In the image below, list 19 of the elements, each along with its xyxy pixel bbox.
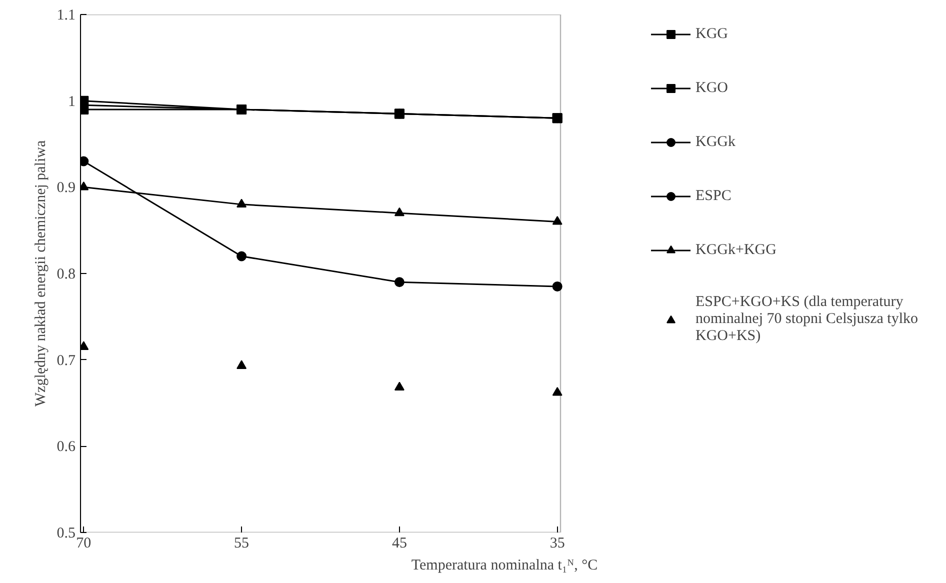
y-axis-title: Względny nakład energii chemicznej paliwa <box>32 140 49 407</box>
y-tick-label: 1 <box>68 94 76 110</box>
legend-label: KGGk+KGG <box>696 242 776 258</box>
x-tick-label: 55 <box>234 536 250 552</box>
x-tick-label: 35 <box>550 536 565 552</box>
y-tick-label: 0.5 <box>56 526 76 542</box>
legend-label: ESPC+KGO+KS (dla temperatury nominalnej 70 stopni Celsjusza tylko KGO+KS) <box>696 294 918 345</box>
x-tick-label: 70 <box>76 536 92 552</box>
x-axis-title: Temperatura nominalna t₁ᴺ, °C <box>411 558 598 574</box>
y-tick-label: 0.7 <box>56 352 76 369</box>
legend-label: KGO <box>696 80 728 96</box>
legend-label: KGGk <box>696 134 736 150</box>
y-tick-label: 0.6 <box>56 439 76 456</box>
y-tick-label: 0.8 <box>56 266 76 282</box>
legend-label: ESPC <box>696 188 732 204</box>
x-tick-label: 45 <box>392 536 407 552</box>
y-tick-label: 1.1 <box>56 8 76 24</box>
y-tick-label: 0.9 <box>56 180 76 196</box>
legend-label: KGG <box>696 26 728 42</box>
